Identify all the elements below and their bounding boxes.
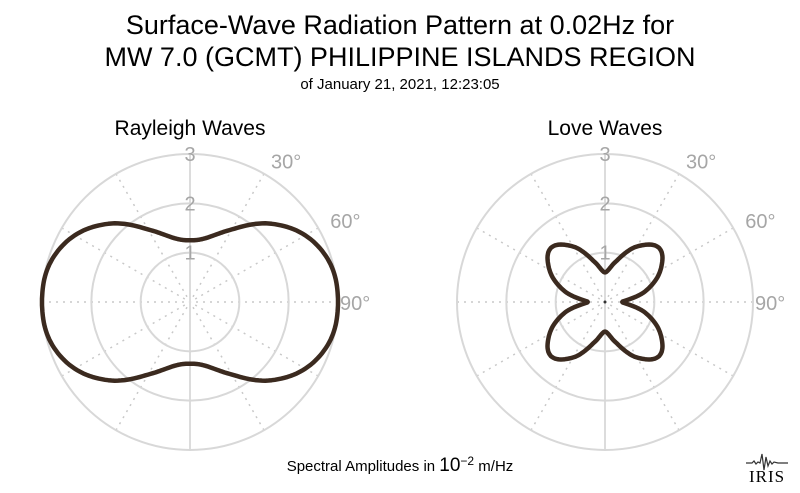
caption-exponent: −2 [460,454,475,468]
caption-base: 10 [439,455,461,476]
love-radial-tick-3: 3 [599,144,610,166]
love-radial-tick-2: 2 [599,193,610,215]
caption-unit: m/Hz [474,458,514,475]
rayleigh-angle-label-90: 90° [340,293,370,315]
seismogram-icon [746,453,788,471]
love-grid-circle-1 [554,251,656,353]
rayleigh-plot-title: Rayleigh Waves [114,117,266,140]
rayleigh-grid-circle-1 [139,251,241,353]
love-radiation-pattern [545,242,665,362]
love-angle-label-30: 30° [686,152,716,174]
love-polar-plot: 1 2 3 30° 60° 90° [456,144,785,451]
spectral-amplitude-caption: Spectral Amplitudes in 10−2 m/Hz [0,454,800,477]
rayleigh-grid-circle-2 [90,202,290,402]
love-radial-tick-1: 1 [599,243,610,265]
love-grid-circle-3 [456,153,754,451]
love-angle-label-90: 90° [755,293,785,315]
love-angle-label-60: 60° [745,211,775,233]
love-plot-title: Love Waves [547,117,663,140]
rayleigh-angle-label-30: 30° [271,152,301,174]
love-grid-circle-2 [505,202,705,402]
iris-logo: IRIS [744,451,790,485]
chart-title-line1: Surface-Wave Radiation Pattern at 0.02Hz… [125,10,675,40]
rayleigh-polar-plot: 1 2 3 30° 60° 90° [39,144,370,451]
rayleigh-radial-tick-1: 1 [184,243,195,265]
rayleigh-radial-tick-2: 2 [184,193,195,215]
love-center-dot [603,300,607,304]
rayleigh-angle-label-60: 60° [330,211,360,233]
chart-subtitle: of January 21, 2021, 12:23:05 [300,76,500,93]
chart-title-line2: MW 7.0 (GCMT) PHILIPPINE ISLANDS REGION [104,42,696,72]
rayleigh-radial-tick-3: 3 [184,144,195,166]
caption-prefix: Spectral Amplitudes in [286,458,440,475]
logo-text: IRIS [748,467,786,486]
rayleigh-radiation-pattern [39,221,341,383]
